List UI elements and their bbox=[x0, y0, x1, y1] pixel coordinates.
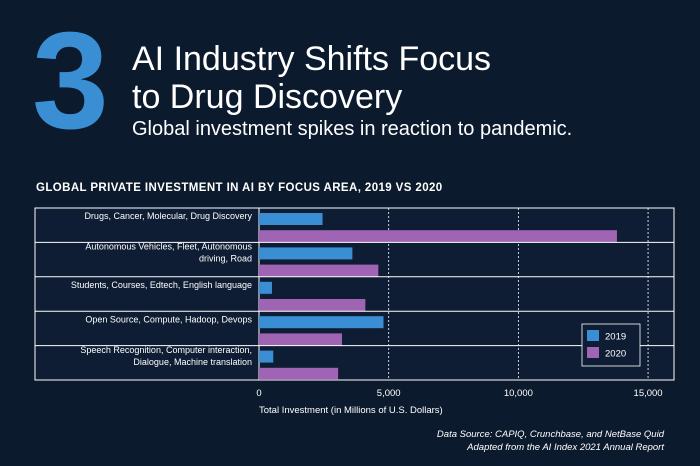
category-label: Open Source, Compute, Hadoop, Devops bbox=[85, 314, 252, 324]
bar-2019-1 bbox=[259, 247, 353, 260]
legend-label: 2020 bbox=[605, 349, 626, 360]
chart-title: GLOBAL PRIVATE INVESTMENT IN AI BY FOCUS… bbox=[36, 182, 443, 194]
x-tick-label: 5,000 bbox=[377, 388, 401, 399]
bar-2019-3 bbox=[259, 316, 384, 329]
bar-2020-1 bbox=[259, 264, 379, 277]
bar-2020-3 bbox=[259, 333, 342, 346]
legend-swatch-2019 bbox=[587, 330, 599, 341]
x-tick-label: 10,000 bbox=[504, 388, 533, 399]
data-source-line: Data Source: CAPIQ, Crunchbase, and NetB… bbox=[436, 429, 664, 440]
title-line-1: AI Industry Shifts Focus bbox=[132, 40, 492, 78]
adapted-from-line: Adapted from the AI Index 2021 Annual Re… bbox=[467, 442, 664, 453]
x-tick-label: 0 bbox=[256, 388, 261, 399]
category-label: driving, Road bbox=[199, 254, 252, 264]
bar-2019-4 bbox=[259, 350, 274, 363]
bar-2019-2 bbox=[259, 281, 272, 294]
category-label: Students, Courses, Edtech, English langu… bbox=[71, 280, 252, 290]
category-label: Autonomous Vehicles, Fleet, Autonomous bbox=[85, 242, 252, 252]
data-source: Data Source: CAPIQ, Crunchbase, and NetB… bbox=[437, 428, 664, 454]
category-label: Dialogue, Machine translation bbox=[133, 357, 252, 367]
bar-2020-2 bbox=[259, 299, 366, 311]
page-subtitle: Global investment spikes in reaction to … bbox=[132, 118, 573, 140]
section-number: 3 bbox=[32, 4, 109, 158]
page-title: AI Industry Shifts Focus to Drug Discove… bbox=[132, 40, 491, 116]
category-label: Speech Recognition, Computer interaction… bbox=[80, 345, 252, 355]
legend-swatch-2020 bbox=[587, 347, 599, 358]
bar-2019-0 bbox=[259, 213, 323, 225]
category-label: Drugs, Cancer, Molecular, Drug Discovery bbox=[84, 211, 252, 221]
legend-label: 2019 bbox=[605, 332, 626, 343]
title-line-2: to Drug Discovery bbox=[132, 78, 403, 116]
x-tick-label: 15,000 bbox=[634, 388, 663, 399]
bar-2020-4 bbox=[259, 367, 339, 380]
bar-2020-0 bbox=[259, 230, 617, 243]
x-axis-label: Total Investment (in Millions of U.S. Do… bbox=[259, 405, 443, 416]
